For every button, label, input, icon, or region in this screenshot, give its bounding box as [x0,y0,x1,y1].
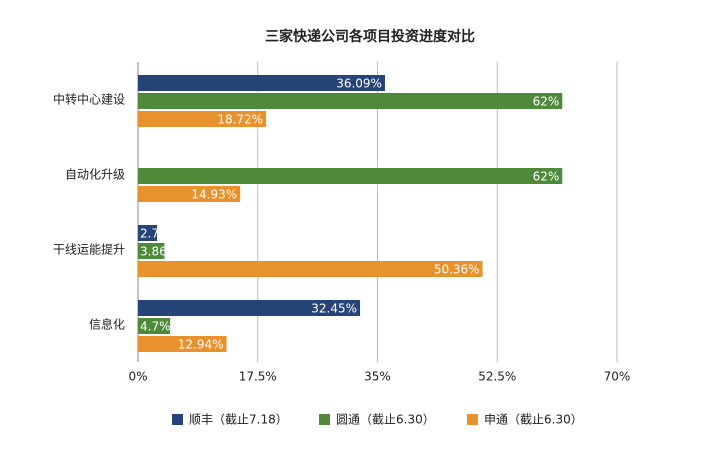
bar [138,186,241,202]
bar [138,336,227,352]
legend-swatch [172,414,183,425]
y-tick-label: 自动化升级 [65,168,125,182]
value-label: 3.86% [140,245,178,259]
value-label: 14.93% [191,188,237,202]
legend-swatch [467,414,478,425]
bar [138,225,158,241]
bar [138,93,563,109]
bar [138,111,267,127]
legend-label: 圆通（截止6.30） [336,413,435,427]
x-tick-label: 52.5% [478,370,516,384]
value-label: 4.7% [140,320,171,334]
value-label: 62% [533,170,560,184]
bar [138,75,385,91]
value-label: 50.36% [434,263,480,277]
value-label: 36.09% [336,77,382,91]
x-tick-label: 0% [128,370,147,384]
chart-title: 三家快递公司各项目投资进度对比 [265,28,475,45]
value-label: 62% [533,95,560,109]
x-tick-label: 35% [364,370,391,384]
y-tick-label: 干线运能提升 [53,242,125,257]
legend-label: 顺丰（截止7.18） [189,413,288,427]
x-tick-label: 17.5% [239,370,277,384]
x-tick-label: 70% [604,370,631,384]
legend-swatch [319,414,330,425]
bar [138,300,361,316]
y-tick-label: 信息化 [89,317,125,332]
legend-label: 申通（截止6.30） [484,413,583,427]
value-label: 2.78% [140,227,178,241]
bar [138,261,483,277]
y-tick-label: 中转中心建设 [53,92,125,107]
value-label: 12.94% [178,338,224,352]
bar [138,318,171,334]
value-label: 32.45% [311,302,357,316]
value-label: 18.72% [217,113,263,127]
bar [138,243,165,259]
bar [138,168,563,184]
